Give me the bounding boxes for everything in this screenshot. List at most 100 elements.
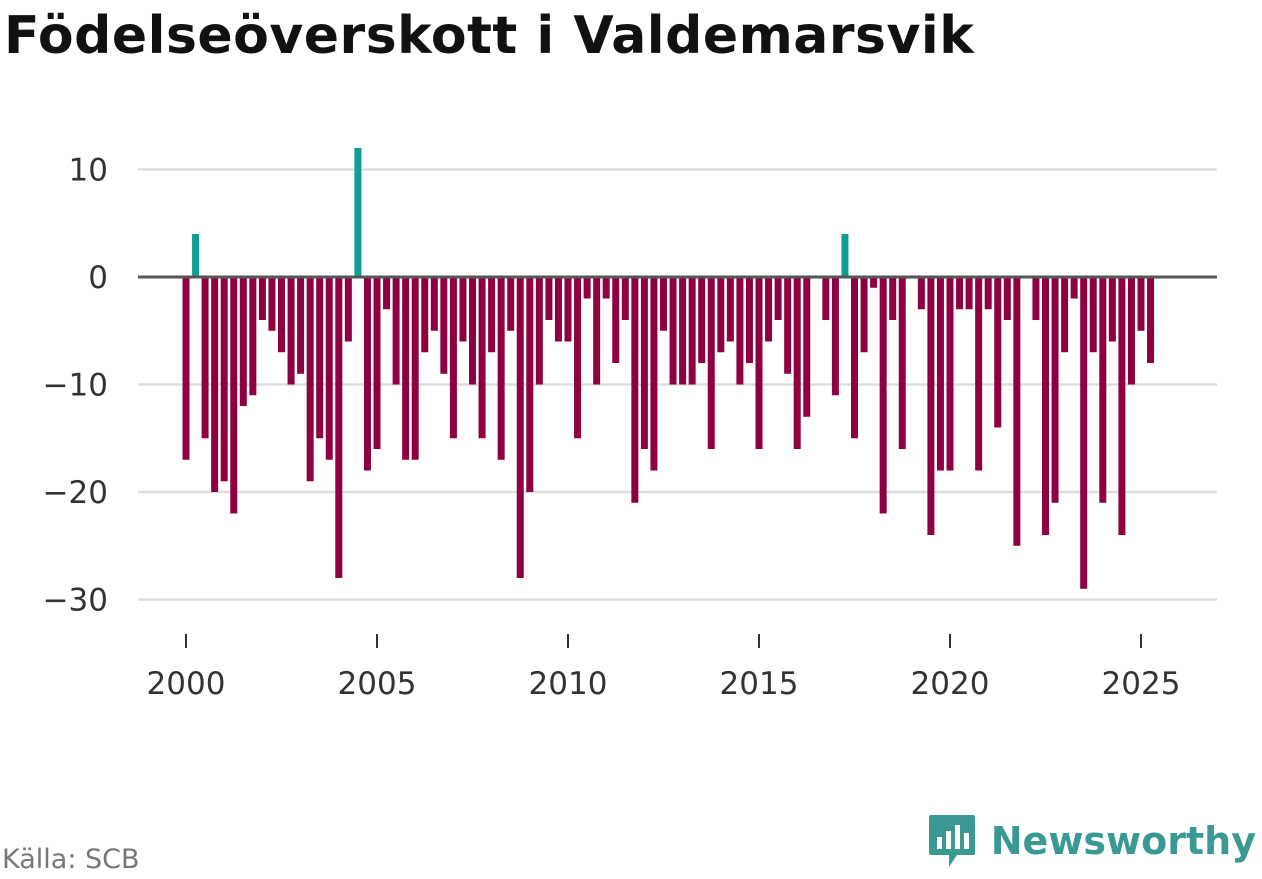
bar <box>507 277 515 331</box>
bar <box>936 277 944 471</box>
bar <box>602 277 610 299</box>
bar <box>650 277 658 471</box>
bar <box>784 277 792 374</box>
bar <box>554 277 562 342</box>
bar <box>984 277 992 310</box>
bar <box>975 277 983 471</box>
bar <box>268 277 276 331</box>
bar <box>745 277 753 363</box>
bar <box>335 277 343 578</box>
bar <box>736 277 744 385</box>
bar <box>889 277 897 320</box>
bar <box>211 277 219 492</box>
bar <box>1118 277 1126 535</box>
bar <box>392 277 400 385</box>
y-tick-label: 0 <box>88 260 108 296</box>
bar <box>430 277 438 331</box>
bar <box>707 277 715 449</box>
newsworthy-logo: Newsworthy <box>927 813 1256 869</box>
bar-series <box>182 148 1155 589</box>
bar <box>383 277 391 310</box>
bar <box>851 277 858 439</box>
bar <box>297 277 305 374</box>
bar <box>879 277 887 514</box>
bar <box>363 277 371 471</box>
bar <box>182 277 190 460</box>
x-axis: 2000 2005 2010 2015 2020 2025 <box>147 634 1180 702</box>
bar <box>258 277 266 320</box>
bar <box>898 277 906 449</box>
y-tick-label: −10 <box>43 368 108 404</box>
bar <box>526 277 534 492</box>
bar <box>1137 277 1145 331</box>
bar <box>287 277 295 385</box>
bar <box>306 277 314 482</box>
bar <box>1051 277 1059 503</box>
bar <box>201 277 209 439</box>
bar <box>1013 277 1021 546</box>
bar <box>316 277 324 439</box>
source-label: Källa: SCB <box>2 844 140 875</box>
bar <box>660 277 667 331</box>
bar <box>774 277 782 320</box>
bar <box>545 277 553 320</box>
bar <box>755 277 763 449</box>
bar <box>192 234 200 277</box>
bar <box>726 277 734 342</box>
bar <box>249 277 257 396</box>
bar <box>1003 277 1011 320</box>
bar <box>220 277 228 482</box>
bar <box>574 277 582 439</box>
bar <box>679 277 687 385</box>
bar-chart-speech-bubble-icon <box>928 815 975 867</box>
bar <box>440 277 448 374</box>
bar <box>1108 277 1116 342</box>
bar <box>497 277 505 460</box>
x-tick-label: 2005 <box>338 666 417 702</box>
bar <box>411 277 419 460</box>
y-tick-label: 10 <box>69 153 108 189</box>
bar <box>803 277 811 417</box>
bar <box>1042 277 1049 535</box>
bar <box>698 277 706 363</box>
brand-name: Newsworthy <box>990 819 1256 863</box>
y-axis: 10 0 −10 −20 −30 <box>43 153 108 619</box>
bar <box>860 277 868 353</box>
bar <box>344 277 352 342</box>
bar <box>793 277 801 449</box>
bar <box>917 277 925 310</box>
bar <box>822 277 830 320</box>
bar <box>239 277 247 406</box>
bar <box>612 277 620 363</box>
bar <box>488 277 496 353</box>
chart-title: Födelseöverskott i Valdemarsvik <box>4 6 975 66</box>
bar <box>535 277 543 385</box>
bar <box>516 277 524 578</box>
bar <box>1089 277 1097 353</box>
x-tick-label: 2000 <box>147 666 226 702</box>
x-tick-label: 2020 <box>911 666 990 702</box>
bar <box>478 277 486 439</box>
bar <box>946 277 954 471</box>
bar <box>956 277 964 310</box>
bar <box>717 277 725 353</box>
bar <box>583 277 591 299</box>
bar <box>354 148 362 277</box>
bar <box>1080 277 1088 589</box>
bar <box>1127 277 1135 385</box>
bar <box>669 277 677 385</box>
bar <box>831 277 839 396</box>
y-tick-label: −30 <box>43 583 108 619</box>
bar <box>593 277 601 385</box>
bar <box>421 277 429 353</box>
bar <box>640 277 648 449</box>
bar <box>688 277 696 385</box>
bar <box>927 277 935 535</box>
bar <box>1099 277 1107 503</box>
bar <box>564 277 572 342</box>
y-tick-label: −20 <box>43 475 108 511</box>
bar <box>841 234 849 277</box>
bar <box>965 277 973 310</box>
bar <box>373 277 381 449</box>
